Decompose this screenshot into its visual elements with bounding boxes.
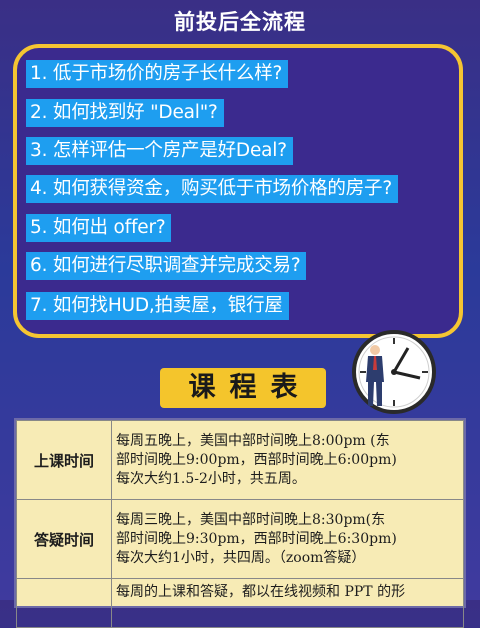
page-header: 前投后全流程 [0,0,480,42]
row-line: 每周的上课和答疑，都以在线视频和 PPT 的形 [116,584,406,600]
row-line: 每周三晚上，美国中部时间晚上8:30pm(东 [116,511,386,528]
row-line: 每周五晚上，美国中部时间晚上8:00pm (东 [116,432,390,449]
question-item: 5. 如何出 offer? [26,214,172,242]
row-line: 部时间晚上9:30pm，西部时间晚上6:30pm) [116,530,397,547]
row-label: 上课时间 [16,420,112,500]
question-item: 7. 如何找HUD,拍卖屋，银行屋 [26,292,289,320]
row-content: 每周五晚上，美国中部时间晚上8:00pm (东 部时间晚上9:00pm，西部时间… [111,420,464,500]
row-line: 每次大约1小时，共四周。（zoom答疑） [116,549,366,566]
row-label [16,578,112,628]
header-title: 前投后全流程 [174,10,306,34]
question-item: 3. 怎样评估一个房产是好Deal? [26,137,293,165]
row-content: 每周三晚上，美国中部时间晚上8:30pm(东 部时间晚上9:30pm，西部时间晚… [111,499,464,579]
row-content: 每周的上课和答疑，都以在线视频和 PPT 的形 [111,578,464,628]
row-line: 部时间晚上9:00pm，西部时间晚上6:00pm) [116,451,397,468]
row-label: 答疑时间 [16,499,112,579]
row-line: 每次大约1.5-2小时，共五周。 [116,470,306,487]
table-row: 每周的上课和答疑，都以在线视频和 PPT 的形 [16,578,464,628]
schedule-title: 课程表 [160,368,326,408]
question-item: 1. 低于市场价的房子长什么样? [26,60,289,88]
question-item: 4. 如何获得资金，购买低于市场价格的房子? [26,175,398,203]
question-item: 6. 如何进行尽职调查并完成交易? [26,252,307,280]
table-row: 上课时间 每周五晚上，美国中部时间晚上8:00pm (东 部时间晚上9:00pm… [16,420,464,500]
question-item: 2. 如何找到好 "Deal"? [26,99,224,127]
table-row: 答疑时间 每周三晚上，美国中部时间晚上8:30pm(东 部时间晚上9:30pm，… [16,499,464,579]
schedule-table: 上课时间 每周五晚上，美国中部时间晚上8:00pm (东 部时间晚上9:00pm… [14,418,466,628]
clock-with-businessman-icon [344,326,436,418]
